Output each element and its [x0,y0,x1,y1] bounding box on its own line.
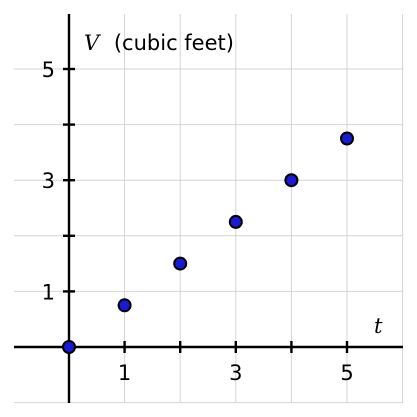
x-tick-label: 1 [118,361,131,385]
tick-labels: 1 3 5 1 3 5 [42,58,354,385]
y-tick-label: 1 [42,280,55,304]
data-point [117,298,132,313]
data-point [228,214,243,229]
data-point [62,340,76,354]
axis-ticks [63,67,349,353]
x-tick-label: 3 [229,361,242,385]
grid [14,14,404,404]
x-axis-label: t [374,314,383,338]
data-point [284,173,299,188]
y-axis-variable: V [84,31,101,55]
data-points [62,131,354,354]
data-point [340,131,354,146]
y-tick-label: 5 [42,58,55,82]
y-axis-label: V (cubic feet) [84,31,234,55]
y-axis-unit: (cubic feet) [114,31,234,55]
data-point [173,256,188,271]
x-tick-label: 5 [340,361,353,385]
y-tick-label: 3 [42,169,55,193]
